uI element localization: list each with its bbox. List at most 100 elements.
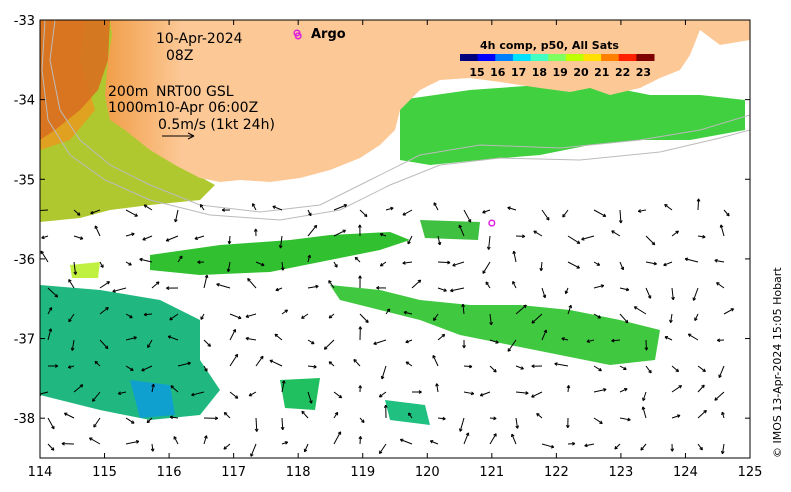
- current-vector: [684, 257, 699, 263]
- current-vector: [47, 307, 53, 315]
- lon-tick-label: 116: [157, 465, 182, 480]
- current-vector: [489, 416, 497, 421]
- current-vector: [645, 287, 652, 299]
- current-vector: [125, 313, 133, 319]
- current-vector: [169, 415, 179, 420]
- current-vector: [47, 364, 59, 368]
- lon-tick-label: 119: [350, 465, 375, 480]
- current-vector: [170, 385, 179, 393]
- current-vector: [405, 361, 413, 367]
- current-vector: [223, 411, 231, 419]
- current-vector: [433, 202, 439, 211]
- current-vector: [255, 261, 265, 267]
- colorbar-swatch: [618, 54, 637, 61]
- current-vector: [723, 209, 730, 217]
- current-vector: [307, 391, 313, 404]
- current-vector: [671, 385, 683, 393]
- current-vector: [719, 224, 725, 237]
- colorbar-tick-label: 19: [553, 66, 568, 79]
- current-vector: [721, 411, 725, 419]
- current-vector: [696, 198, 701, 211]
- current-vector: [645, 261, 657, 266]
- current-vector: [593, 417, 603, 424]
- current-vector: [333, 431, 342, 445]
- current-vector: [47, 328, 53, 341]
- colorbar-tick-label: 22: [615, 66, 630, 79]
- current-vector: [143, 312, 153, 317]
- lon-tick-label: 118: [286, 465, 311, 480]
- current-vector: [482, 209, 491, 214]
- current-vector: [203, 274, 209, 289]
- colorbar-title: 4h comp, p50, All Sats: [480, 39, 619, 52]
- sst-green-band-south: [330, 285, 660, 365]
- current-vector: [670, 443, 675, 452]
- colorbar-tick-label: 17: [511, 66, 526, 79]
- current-vector: [378, 391, 387, 398]
- current-vector: [229, 391, 239, 399]
- current-vector: [403, 310, 413, 315]
- current-vector: [333, 411, 339, 419]
- current-vector: [437, 416, 446, 421]
- current-vector: [328, 361, 335, 367]
- current-vector: [485, 281, 491, 289]
- current-vector: [541, 287, 547, 299]
- current-vector: [254, 417, 259, 432]
- current-vector: [644, 339, 649, 351]
- colorbar-swatch: [548, 54, 567, 61]
- current-vector: [463, 432, 470, 445]
- current-vector: [593, 365, 602, 372]
- current-vector: [507, 206, 517, 211]
- current-vector: [328, 280, 335, 289]
- current-vector: [328, 313, 335, 319]
- current-vector: [694, 313, 699, 321]
- lon-tick-label: 124: [673, 465, 698, 480]
- current-vector: [450, 287, 465, 293]
- colorbar-swatch: [512, 54, 532, 61]
- current-vector: [151, 383, 155, 393]
- longitude-axis: 114 115 116 117 118 119 120 121 122 123 124 125: [28, 20, 762, 480]
- current-vector: [581, 235, 595, 241]
- current-vectors: [40, 198, 735, 457]
- current-vector: [199, 204, 205, 211]
- current-vector: [307, 339, 315, 345]
- current-vector: [541, 209, 550, 221]
- current-vector: [229, 328, 237, 341]
- lat-tick-label: -37: [14, 333, 35, 348]
- current-vector: [333, 204, 348, 211]
- current-vector: [567, 235, 581, 244]
- current-vector: [125, 261, 132, 266]
- current-vector: [99, 339, 109, 350]
- current-vector: [479, 391, 491, 397]
- colorbar-swatch: [530, 54, 549, 61]
- current-vector: [151, 281, 160, 289]
- lat-tick-label: -38: [14, 412, 35, 427]
- current-vector: [614, 443, 621, 450]
- current-vector: [429, 440, 439, 445]
- colorbar-swatch: [495, 54, 514, 61]
- current-vector: [47, 443, 55, 451]
- current-vector: [40, 250, 49, 263]
- current-vector: [697, 409, 707, 419]
- current-vector: [512, 281, 517, 289]
- current-vector: [200, 313, 205, 320]
- current-vector: [723, 308, 735, 315]
- current-vector: [437, 235, 442, 246]
- current-vector: [280, 261, 285, 271]
- current-vector: [146, 417, 153, 424]
- current-vector: [692, 287, 699, 301]
- current-vector: [463, 209, 472, 223]
- sst-cool-core: [130, 380, 175, 418]
- argo-legend-label: Argo: [311, 27, 346, 42]
- current-vector: [463, 364, 473, 369]
- current-vector: [125, 440, 140, 445]
- current-source-label: NRT00 GSL: [156, 84, 234, 100]
- current-vector: [511, 433, 517, 445]
- current-vector: [669, 313, 673, 324]
- current-vector: [637, 209, 647, 213]
- current-vector: [358, 326, 363, 341]
- current-vector: [143, 204, 153, 211]
- current-vector: [687, 333, 699, 341]
- plot-frame: [39, 19, 751, 459]
- lon-tick-label: 117: [221, 465, 246, 480]
